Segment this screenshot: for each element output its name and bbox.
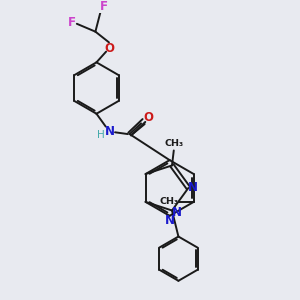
Text: F: F [68,16,76,29]
Text: O: O [104,42,114,55]
Text: O: O [143,111,153,124]
Text: CH₃: CH₃ [159,197,178,206]
Text: N: N [188,182,198,194]
Text: H: H [97,130,105,140]
Text: CH₃: CH₃ [164,139,183,148]
Text: N: N [172,206,182,219]
Text: N: N [165,214,175,227]
Text: F: F [100,0,108,13]
Text: N: N [105,125,115,138]
